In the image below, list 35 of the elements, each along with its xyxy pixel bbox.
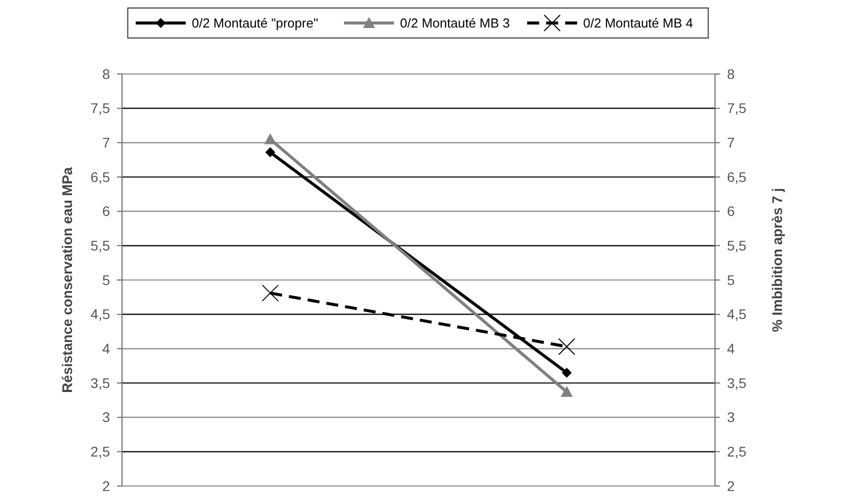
- y2-tick-label: 6,5: [727, 168, 747, 185]
- y-tick-label: 6: [102, 203, 110, 220]
- y-tick-label: 3,5: [90, 374, 110, 391]
- point: [562, 368, 572, 378]
- y-tick-label: 8: [102, 66, 110, 82]
- y-tick-label: 5,5: [90, 238, 110, 254]
- y-axis-title: Résistance conservation eau MPa: [59, 166, 75, 393]
- y2-tick-label: 4: [727, 340, 735, 357]
- y-tick-label: 2: [102, 478, 110, 494]
- y2-tick-label: 5,5: [727, 238, 747, 254]
- y2-tick-label: 3,5: [727, 374, 747, 391]
- y-tick-label: 7: [102, 134, 110, 151]
- y-tick-label: 6,5: [90, 168, 110, 185]
- legend-label: 0/2 Montauté "propre": [192, 16, 318, 31]
- y2-tick-label: 5: [727, 272, 735, 288]
- y2-tick-label: 3: [727, 409, 735, 426]
- y-tick-label: 2,5: [90, 444, 110, 460]
- y2-tick-label: 7,5: [727, 100, 747, 116]
- y2-tick-label: 8: [727, 66, 735, 82]
- y-tick-label: 7,5: [90, 100, 110, 116]
- y2-tick-label: 2: [727, 478, 735, 494]
- legend-label: 0/2 Montauté MB 4: [583, 16, 693, 31]
- y2-tick-label: 7: [727, 134, 735, 151]
- y-tick-label: 4: [102, 340, 110, 357]
- y2-tick-label: 4,5: [727, 306, 747, 322]
- y2-tick-label: 2,5: [727, 444, 747, 460]
- point: [558, 338, 576, 356]
- y-tick-label: 4,5: [90, 306, 110, 322]
- legend-label: 0/2 Montauté MB 3: [400, 16, 510, 31]
- y2-tick-label: 6: [727, 203, 735, 220]
- point: [262, 284, 279, 302]
- y2-axis-title: % Imbibition après 7 j: [769, 188, 785, 332]
- point: [265, 147, 276, 158]
- y-tick-label: 3: [102, 409, 110, 426]
- y-tick-label: 5: [102, 272, 110, 288]
